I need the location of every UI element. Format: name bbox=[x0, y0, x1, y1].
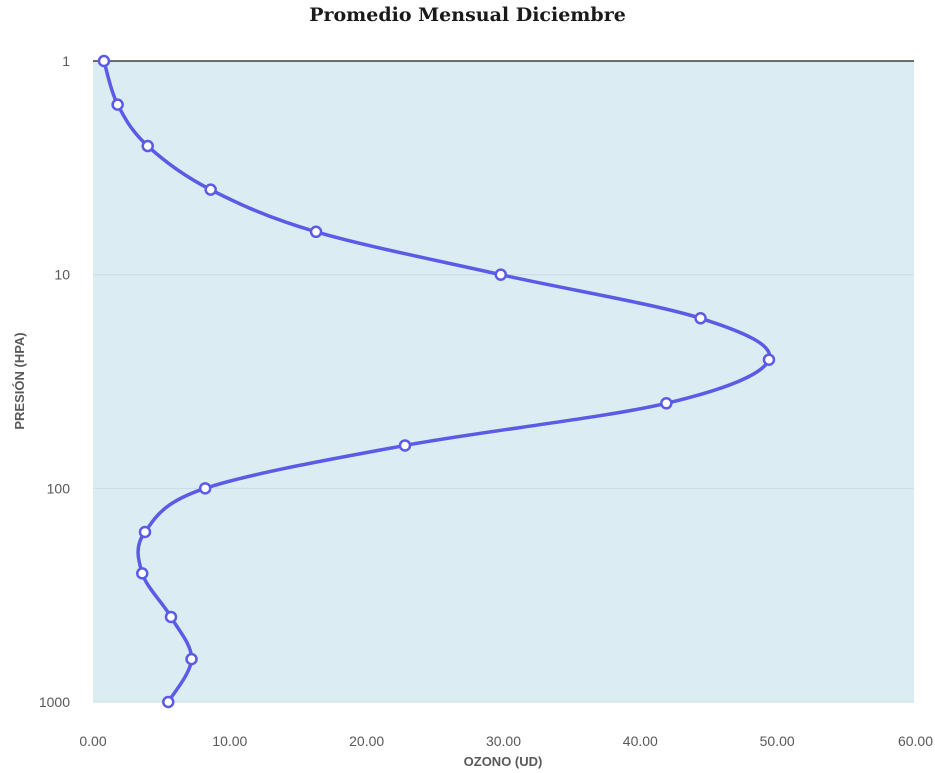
data-point bbox=[309, 225, 323, 239]
data-point bbox=[762, 353, 776, 366]
data-point bbox=[185, 652, 198, 666]
data-point bbox=[162, 695, 175, 709]
series-markers bbox=[97, 54, 776, 709]
data-point bbox=[694, 312, 707, 325]
data-point bbox=[111, 98, 124, 111]
data-point bbox=[97, 54, 111, 68]
data-point bbox=[204, 183, 217, 196]
x-tick-label: 0.00 bbox=[79, 733, 106, 749]
x-tick-label: 30.00 bbox=[486, 733, 521, 749]
data-point bbox=[660, 397, 673, 410]
data-point bbox=[136, 567, 149, 580]
y-axis-ticks: 1 10 100 1000 bbox=[39, 53, 70, 710]
x-axis-ticks: 0.00 10.00 20.00 30.00 40.00 50.00 60.00 bbox=[79, 733, 933, 749]
data-point bbox=[198, 482, 212, 495]
data-point bbox=[138, 525, 152, 539]
x-tick-label: 40.00 bbox=[623, 733, 658, 749]
data-point bbox=[141, 139, 154, 153]
y-tick-label: 10 bbox=[54, 267, 70, 283]
y-tick-label: 100 bbox=[47, 480, 71, 496]
data-point bbox=[494, 268, 508, 281]
x-tick-label: 10.00 bbox=[212, 733, 247, 749]
x-tick-label: 60.00 bbox=[898, 733, 933, 749]
y-tick-label: 1000 bbox=[39, 694, 70, 710]
y-tick-label: 1 bbox=[62, 53, 70, 69]
x-axis-title: OZONO (UD) bbox=[464, 754, 543, 769]
data-point bbox=[164, 610, 178, 624]
plot-area bbox=[93, 61, 914, 702]
x-tick-label: 50.00 bbox=[760, 733, 795, 749]
y-axis-title: PRESIÓN (HPA) bbox=[12, 332, 27, 429]
x-tick-label: 20.00 bbox=[349, 733, 384, 749]
chart-title: Promedio Mensual Diciembre bbox=[309, 4, 626, 26]
data-point bbox=[398, 439, 412, 452]
